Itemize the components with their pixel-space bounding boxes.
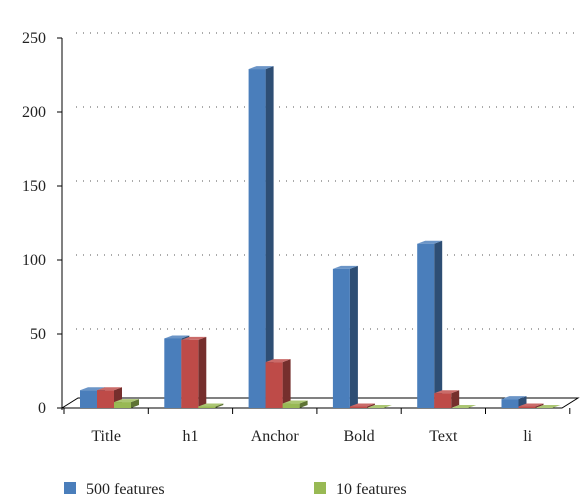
bar-top	[366, 405, 392, 408]
bar-top	[80, 387, 105, 391]
legend-item-500-features: 500 features	[64, 481, 165, 498]
legend-swatch	[64, 482, 76, 494]
bar-side	[535, 403, 544, 408]
x-tick-label-li: li	[523, 428, 532, 445]
bar-100-features-title	[97, 387, 122, 408]
y-tick-label-200: 200	[22, 104, 46, 121]
bar-top	[349, 403, 375, 407]
bar-top	[501, 396, 527, 400]
bar-10-features-anchor	[282, 400, 308, 408]
bar-front	[501, 399, 519, 408]
bar-top	[114, 399, 139, 403]
bar-front	[114, 402, 131, 408]
bar-side	[215, 403, 224, 408]
bar-front	[518, 406, 536, 408]
bar-500-features-text	[417, 240, 443, 408]
bar-top	[434, 390, 460, 394]
bar-top	[332, 265, 358, 269]
bar-top	[265, 359, 291, 363]
bar-side	[198, 336, 207, 408]
bar-side	[451, 390, 460, 408]
bar-side	[299, 400, 308, 408]
y-tick-label-100: 100	[22, 252, 46, 269]
bar-top	[451, 405, 477, 408]
y-tick-label-0: 0	[38, 400, 46, 417]
bar-front	[248, 69, 266, 408]
y-tick-label-50: 50	[30, 326, 46, 343]
bar-side	[282, 359, 291, 408]
bar-100-features-li	[518, 403, 544, 408]
x-tick-label-bold: Bold	[343, 428, 374, 445]
legend-label: 10 features	[336, 481, 407, 498]
bar-top	[535, 405, 561, 408]
legend-swatch	[314, 482, 326, 494]
bar-front	[434, 393, 452, 408]
bar-side	[434, 240, 443, 408]
bar-side	[265, 66, 274, 408]
bar-top	[518, 403, 544, 407]
bar-top	[164, 335, 190, 339]
bar-10-features-bold	[366, 405, 392, 408]
y-tick-label-250: 250	[22, 30, 46, 47]
bar-side	[366, 403, 375, 408]
bar-100-features-bold	[349, 403, 375, 408]
bar-100-features-anchor	[265, 359, 291, 408]
bar-front	[282, 403, 300, 408]
bars	[80, 66, 561, 408]
bar-500-features-bold	[332, 265, 358, 408]
x-tick-label-title: Title	[91, 428, 121, 445]
x-tick-label-text: Text	[429, 428, 458, 445]
legend-item-10-features: 10 features	[314, 481, 407, 498]
legend-label: 500 features	[86, 481, 165, 498]
bar-front	[349, 406, 367, 408]
bar-top	[417, 240, 443, 244]
bar-front	[80, 390, 97, 408]
gridlines	[76, 32, 578, 330]
x-tick-labels: Title h1 Anchor Bold Text li	[63, 408, 571, 445]
bar-10-features-li	[535, 405, 561, 408]
legend: 500 features 10 features	[64, 481, 407, 498]
bar-100-features-text	[434, 390, 460, 408]
bar-100-features-h1	[181, 336, 207, 408]
bar-top	[97, 387, 122, 391]
bar-500-features-anchor	[248, 66, 274, 408]
chart-floor	[60, 397, 580, 409]
bar-10-features-text	[451, 405, 477, 408]
bar-front	[265, 362, 283, 408]
bar-top	[282, 400, 308, 404]
bar-10-features-h1	[198, 403, 224, 408]
bar-side	[349, 265, 358, 408]
bar-front	[332, 268, 350, 408]
bar-10-features-title	[114, 399, 139, 408]
bar-front	[97, 390, 114, 408]
y-tick-label-150: 150	[22, 178, 46, 195]
x-tick-label-anchor: Anchor	[251, 428, 300, 445]
bar-front	[164, 338, 182, 408]
x-tick-label-h1: h1	[182, 428, 198, 445]
bar-front	[181, 339, 199, 408]
bar-top	[198, 403, 224, 407]
bar-top	[181, 336, 207, 340]
bar-side	[131, 399, 139, 408]
bar-front	[417, 243, 435, 408]
floor	[60, 397, 580, 409]
y-tick-labels: 0 50 100 150 200 250	[22, 30, 62, 417]
bar-front	[198, 406, 216, 408]
bar-top	[248, 66, 274, 70]
